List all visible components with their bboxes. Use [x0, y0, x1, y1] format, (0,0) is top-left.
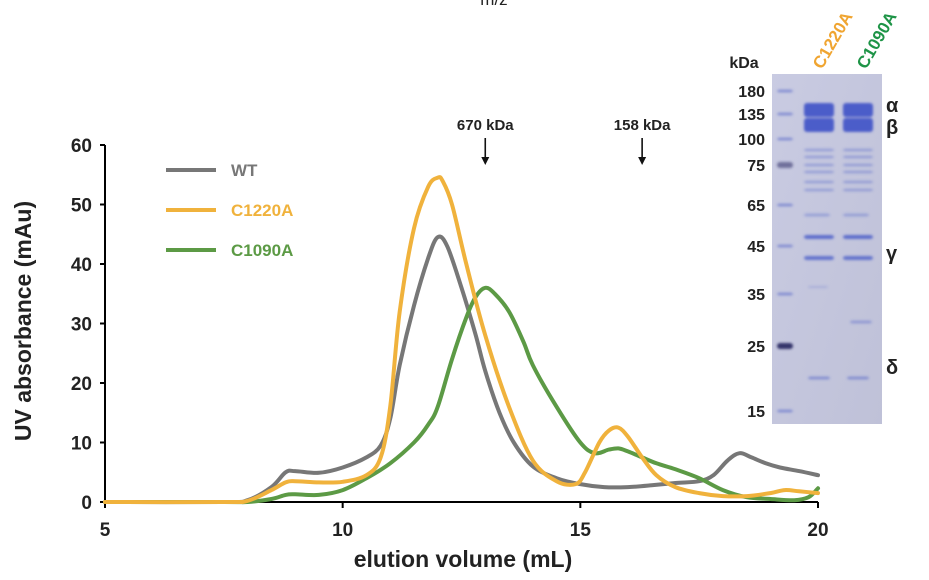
gel-band: [843, 256, 873, 260]
legend-label-c1090a: C1090A: [231, 241, 293, 260]
gel-subunit-labels: αβ γ δ: [886, 95, 899, 379]
gel-band: [804, 188, 834, 192]
size-marker-arrow-head: [638, 157, 647, 165]
gel-band: [843, 180, 873, 184]
gel-ladder-label: 15: [747, 404, 765, 421]
gel-ladder-label: 135: [738, 107, 765, 124]
gel-band: [843, 155, 873, 159]
x-tick-label: 5: [100, 520, 111, 541]
gel-band: [808, 376, 830, 380]
legend-label-wt: WT: [231, 161, 258, 180]
page-header-text: m/z: [480, 0, 507, 9]
gel-band: [843, 188, 873, 192]
x-tick-label: 10: [332, 520, 353, 541]
gel-ladder-label: 75: [747, 158, 765, 175]
gel-kda-label: kDa: [729, 55, 758, 72]
gel-band: [804, 103, 834, 117]
gel-band: [847, 376, 869, 380]
series-layer: [103, 175, 820, 505]
y-tick-label: 40: [71, 255, 92, 276]
gel-ladder-label: 35: [747, 287, 765, 304]
gel-ladder-label: 180: [738, 84, 765, 101]
gel-band: [843, 103, 873, 117]
gel-band: [804, 170, 834, 174]
gel-band: [777, 112, 793, 116]
gel-ladder-labels: 180 135 100 75 65 45 35 25 15: [738, 84, 765, 421]
gel-ladder-label: 45: [747, 239, 765, 256]
gel-band: [804, 235, 834, 239]
y-tick-label: 30: [71, 315, 92, 336]
gel-ladder-label: 100: [738, 132, 765, 149]
gel-band: [777, 137, 793, 141]
x-axis-ticks: 5 10 15 20: [100, 502, 829, 541]
y-tick-label: 20: [71, 374, 92, 395]
gel-band: [777, 343, 793, 349]
gel-band: [777, 203, 793, 207]
gel-band: [804, 213, 830, 217]
x-tick-label: 15: [570, 520, 592, 541]
gel-band: [804, 163, 834, 167]
gel-lane-label: C1220A: [809, 8, 857, 72]
legend: WT C1220A C1090A: [166, 161, 293, 260]
size-marker-annotations: 670 kDa 158 kDa: [457, 117, 671, 165]
gel-band: [808, 286, 828, 288]
gel-subunit-label: δ: [886, 357, 898, 379]
gel-lane-label: C1090A: [853, 8, 901, 72]
gel-band: [777, 409, 793, 413]
gel-band: [804, 256, 834, 260]
x-axis-title: elution volume (mL): [354, 546, 573, 572]
gel-band: [843, 213, 869, 217]
gel-subunit-label: α: [886, 95, 899, 117]
y-axis-ticks: 0 10 20 30 40 50 60: [71, 136, 105, 514]
gel-band: [843, 118, 873, 132]
gel-ladder-label: 65: [747, 198, 765, 215]
x-tick-label: 20: [807, 520, 828, 541]
gel-band: [843, 170, 873, 174]
y-tick-label: 60: [71, 136, 92, 157]
gel-image: [772, 74, 882, 424]
size-marker-label: 158 kDa: [614, 117, 671, 134]
gel-band: [850, 320, 872, 324]
y-axis-title: UV absorbance (mAu): [10, 201, 36, 441]
gel-band: [777, 292, 793, 296]
gel-band: [777, 162, 793, 168]
gel-band: [777, 244, 793, 248]
gel-band: [843, 148, 873, 152]
y-tick-label: 0: [81, 493, 92, 514]
size-marker-arrow-head: [481, 157, 490, 165]
size-marker-label: 670 kDa: [457, 117, 514, 134]
series-line-c1090a: [103, 285, 820, 505]
y-tick-label: 10: [71, 434, 92, 455]
series-line-c1220a: [103, 175, 820, 505]
gel-ladder-label: 25: [747, 339, 765, 356]
legend-label-c1220a: C1220A: [231, 201, 293, 220]
gel-subunit-label: γ: [886, 243, 898, 265]
gel-subunit-label: β: [886, 117, 898, 139]
gel-band: [804, 180, 834, 184]
gel-band: [804, 148, 834, 152]
gel-band: [843, 235, 873, 239]
gel-band: [804, 118, 834, 132]
plot-area: 0 10 20 30 40 50 60 5 10 15 20 670 kDa 158 kDa: [71, 117, 829, 541]
series-line-wt: [103, 234, 820, 505]
gel-bands: [777, 89, 873, 413]
gel-band: [843, 163, 873, 167]
gel-band: [804, 155, 834, 159]
gel-band: [777, 89, 793, 93]
y-tick-label: 50: [71, 196, 92, 217]
